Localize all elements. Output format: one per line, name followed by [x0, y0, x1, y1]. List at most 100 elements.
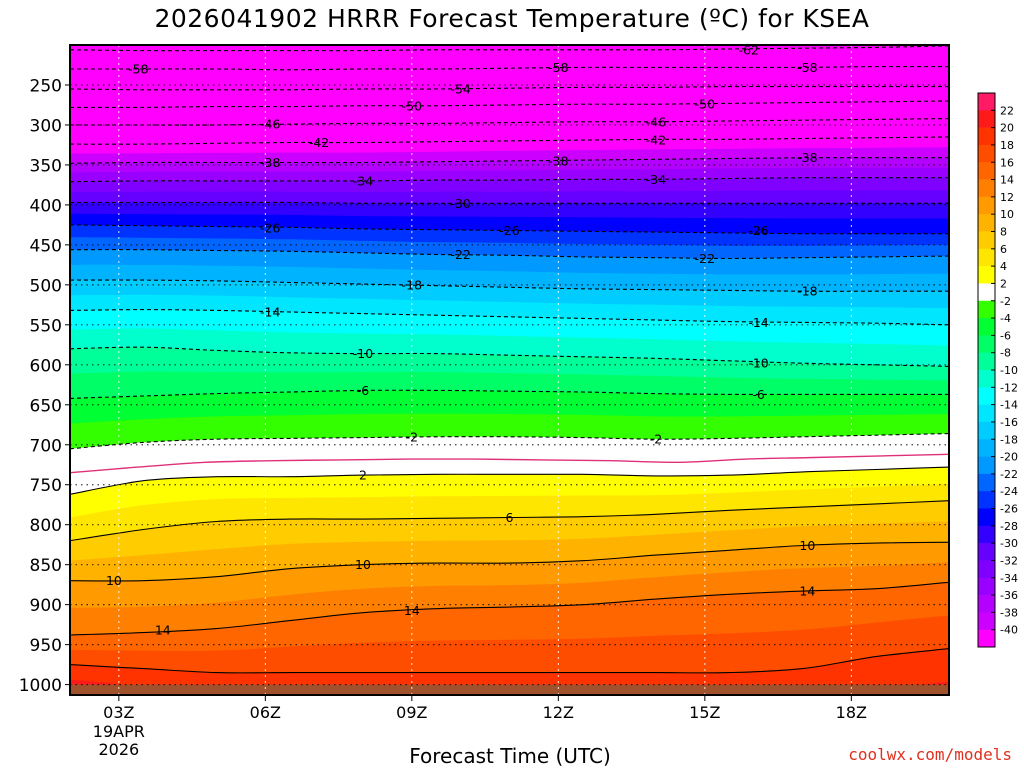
- contour-label: -38: [548, 153, 568, 168]
- colorbar-label: -14: [1000, 399, 1018, 412]
- contour-label: -58: [548, 60, 568, 75]
- colorbar-label: 18: [1000, 139, 1014, 152]
- colorbar-label: 2: [1000, 277, 1007, 290]
- freezing-line: [70, 453, 949, 474]
- temperature-fill: [70, 45, 949, 695]
- contour-label-text: 10: [355, 557, 371, 572]
- colorbar-swatch: [978, 439, 995, 457]
- contour-label: -38: [260, 155, 280, 170]
- contour-label-text: -26: [260, 221, 280, 236]
- colorbar-label: 4: [1000, 260, 1007, 273]
- contour-label: 14: [404, 603, 420, 618]
- contour-label-text: -54: [450, 81, 470, 96]
- contour-label: -26: [499, 223, 519, 238]
- colorbar-swatch: [978, 162, 995, 180]
- y-tick-label: 600: [30, 356, 62, 376]
- colorbar-swatch: [978, 577, 995, 596]
- grid-lines: [70, 45, 949, 695]
- y-tick-label: 650: [30, 396, 62, 416]
- colorbar-swatch: [978, 318, 995, 336]
- contour-label: -18: [402, 277, 422, 292]
- x-date-label: 2026: [98, 740, 139, 759]
- contour-label-text: -46: [646, 114, 666, 129]
- x-axis-label: Forecast Time (UTC): [409, 744, 611, 768]
- contour-label: -34: [353, 173, 373, 188]
- contour-label: 14: [799, 584, 815, 599]
- isotherm-18: [70, 648, 949, 674]
- contour-label: -58: [128, 61, 148, 76]
- contour-label: -54: [450, 81, 470, 96]
- y-axis: 250 300 350 400 450 500 550 600 650 700 750 800 850 9…: [19, 76, 70, 696]
- contour-label-text: -38: [548, 153, 568, 168]
- colorbar-swatch: [978, 508, 995, 527]
- plot-frame: [69, 44, 950, 696]
- colorbar-swatch: [978, 266, 995, 284]
- colorbar-label: -18: [1000, 433, 1018, 446]
- colorbar-label: -24: [1000, 485, 1018, 498]
- colorbar-label: -30: [1000, 537, 1018, 550]
- y-tick-label: 950: [30, 636, 62, 656]
- colorbar-swatch: [978, 491, 995, 509]
- colorbar-swatch: [978, 93, 995, 111]
- colorbar-swatch: [978, 629, 995, 648]
- colorbar-label: -28: [1000, 520, 1018, 533]
- colorbar-label: -8: [1000, 347, 1011, 360]
- y-tick-label: 300: [30, 116, 62, 136]
- contour-label: -6: [752, 387, 765, 402]
- contour-label: -50: [695, 97, 715, 112]
- contour-label-text: -58: [128, 61, 148, 76]
- contour-label-text: -14: [748, 315, 768, 330]
- y-tick-label: 350: [30, 156, 62, 176]
- contour-label-text: -10: [748, 356, 768, 371]
- contour-label-text: -38: [797, 150, 817, 165]
- colorbar-label: 16: [1000, 156, 1014, 169]
- y-tick-label: 850: [30, 556, 62, 576]
- colorbar-swatch: [978, 370, 995, 388]
- contour-label: -42: [646, 133, 666, 148]
- contour-label: -22: [450, 247, 470, 262]
- colorbar-swatch: [978, 179, 995, 198]
- contour-label: 14: [155, 623, 171, 638]
- y-tick-label: 750: [30, 476, 62, 496]
- colorbar-swatch: [978, 283, 995, 302]
- contour-label: -22: [695, 251, 715, 266]
- colorbar-label: 10: [1000, 208, 1014, 221]
- colorbar-swatch: [978, 560, 995, 579]
- colorbar-label: -12: [1000, 381, 1018, 394]
- contour-label: -50: [402, 98, 422, 113]
- contour-label-text: 6: [506, 510, 514, 525]
- contour-label-text: -26: [499, 223, 519, 238]
- colorbar-swatch: [978, 110, 995, 128]
- contour-label: -42: [309, 135, 329, 150]
- contour-label-text: 14: [404, 603, 420, 618]
- colorbar-label: -2: [1000, 295, 1011, 308]
- colorbar-swatch: [978, 543, 995, 561]
- contour-label-text: -62: [739, 42, 759, 57]
- x-tick-label: 03Z: [103, 703, 134, 722]
- contour-label: -14: [748, 315, 768, 330]
- x-tick-label: 06Z: [250, 703, 281, 722]
- colorbar-swatch: [978, 612, 995, 630]
- contour-label-text: -30: [450, 196, 470, 211]
- contour-label-text: -18: [797, 284, 817, 299]
- band-fill: [70, 694, 76, 695]
- contour-label: -18: [797, 284, 817, 299]
- contour-label-text: 2: [359, 468, 367, 483]
- isotherm-contours: [70, 45, 949, 674]
- contour-label: 6: [506, 510, 514, 525]
- ground-area: [70, 684, 949, 695]
- y-tick-label: 700: [30, 436, 62, 456]
- contour-label: -2: [650, 432, 662, 447]
- contour-label-text: -34: [646, 172, 666, 187]
- y-tick-label: 550: [30, 316, 62, 336]
- contour-label: -26: [260, 221, 280, 236]
- credit-link[interactable]: coolwx.com/models: [848, 745, 1012, 764]
- contour-label: 10: [799, 538, 815, 553]
- contour-label-text: -42: [646, 133, 666, 148]
- y-tick-label: 250: [30, 76, 62, 96]
- colorbar-label: -6: [1000, 329, 1011, 342]
- colorbar-swatch: [978, 404, 995, 423]
- contour-label: -30: [450, 196, 470, 211]
- colorbar-label: -32: [1000, 554, 1018, 567]
